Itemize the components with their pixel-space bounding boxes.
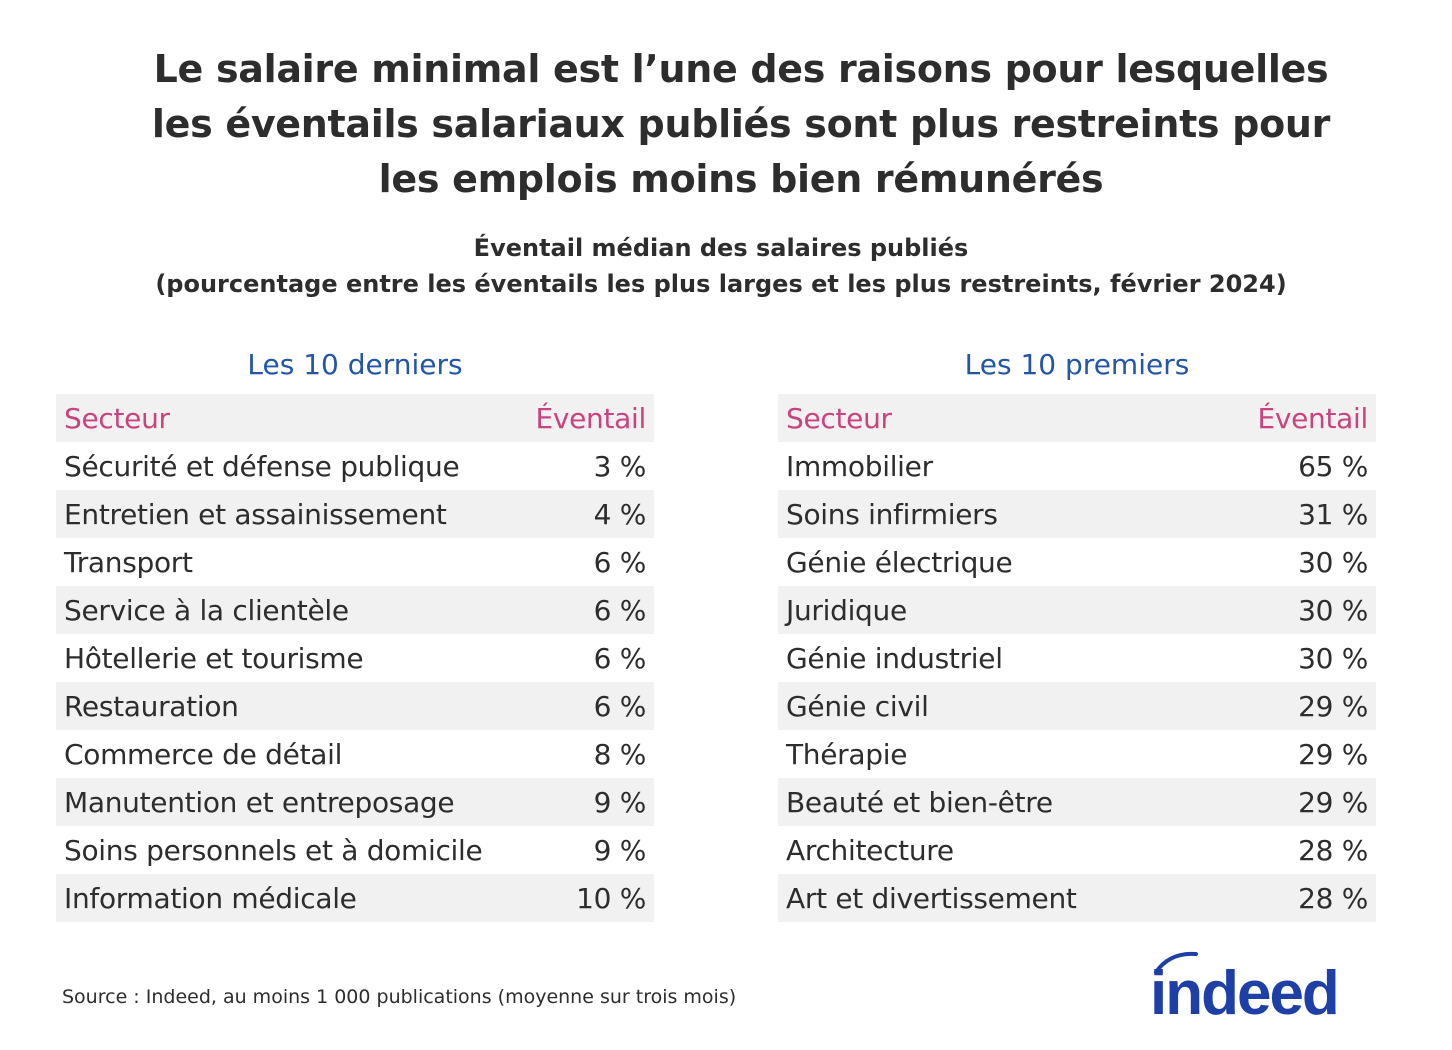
sector-cell: Manutention et entreposage [64, 785, 455, 819]
table-row: Génie civil 29 % [778, 682, 1376, 730]
table-row: Soins infirmiers 31 % [778, 490, 1376, 538]
title-line: Le salaire minimal est l’une des raisons… [153, 47, 1329, 91]
table-row: Restauration 6 % [56, 682, 654, 730]
sector-cell: Commerce de détail [64, 737, 343, 771]
sector-cell: Service à la clientèle [64, 593, 349, 627]
indeed-logo: indeed [1150, 948, 1380, 1028]
sector-cell: Génie civil [786, 689, 929, 723]
range-cell: 6 % [593, 593, 647, 627]
range-cell: 6 % [593, 641, 647, 675]
source-note: Source : Indeed, au moins 1 000 publicat… [62, 986, 737, 1008]
table-header-row: Secteur Éventail [778, 394, 1376, 442]
svg-text:indeed: indeed [1150, 959, 1338, 1020]
range-cell: 65 % [1298, 449, 1368, 483]
sector-cell: Immobilier [786, 449, 933, 483]
sector-cell: Génie électrique [786, 545, 1013, 579]
column-header-range: Éventail [1257, 401, 1368, 435]
column-header-range: Éventail [535, 401, 646, 435]
table-row: Thérapie 29 % [778, 730, 1376, 778]
range-cell: 29 % [1298, 689, 1368, 723]
sector-cell: Beauté et bien-être [786, 785, 1053, 819]
table-row: Soins personnels et à domicile 9 % [56, 826, 654, 874]
table-row: Transport 6 % [56, 538, 654, 586]
range-cell: 28 % [1298, 881, 1368, 915]
column-header-sector: Secteur [64, 401, 170, 435]
range-cell: 28 % [1298, 833, 1368, 867]
table-row: Hôtellerie et tourisme 6 % [56, 634, 654, 682]
range-cell: 29 % [1298, 737, 1368, 771]
range-cell: 31 % [1298, 497, 1368, 531]
range-cell: 30 % [1298, 545, 1368, 579]
table-row: Manutention et entreposage 9 % [56, 778, 654, 826]
sector-cell: Thérapie [786, 737, 908, 771]
top-10-table: Secteur Éventail Immobilier 65 % Soins infir… [778, 394, 1376, 922]
subtitle-line: (pourcentage entre les éventails les plu… [155, 270, 1287, 298]
indeed-logo-icon: indeed [1150, 951, 1340, 1028]
table-row: Information médicale 10 % [56, 874, 654, 922]
range-cell: 3 % [593, 449, 647, 483]
column-header-sector: Secteur [786, 401, 892, 435]
chart-title: Le salaire minimal est l’une des raisons… [60, 42, 1422, 207]
table-row: Juridique 30 % [778, 586, 1376, 634]
sector-cell: Soins infirmiers [786, 497, 998, 531]
range-cell: 6 % [593, 545, 647, 579]
sector-cell: Art et divertissement [786, 881, 1077, 915]
sector-cell: Information médicale [64, 881, 357, 915]
table-row: Art et divertissement 28 % [778, 874, 1376, 922]
range-cell: 30 % [1298, 593, 1368, 627]
table-row: Beauté et bien-être 29 % [778, 778, 1376, 826]
table-row: Architecture 28 % [778, 826, 1376, 874]
left-table-title: Les 10 derniers [247, 348, 463, 381]
sector-cell: Architecture [786, 833, 954, 867]
sector-cell: Juridique [786, 593, 907, 627]
sector-cell: Hôtellerie et tourisme [64, 641, 364, 675]
table-row: Service à la clientèle 6 % [56, 586, 654, 634]
title-line: les emplois moins bien rémunérés [378, 157, 1104, 201]
table-row: Entretien et assainissement 4 % [56, 490, 654, 538]
range-cell: 4 % [593, 497, 647, 531]
sector-cell: Génie industriel [786, 641, 1003, 675]
range-cell: 6 % [593, 689, 647, 723]
range-cell: 9 % [593, 785, 647, 819]
chart-subtitle: Éventail médian des salaires publiés (po… [20, 230, 1422, 302]
sector-cell: Sécurité et défense publique [64, 449, 460, 483]
subtitle-line: Éventail médian des salaires publiés [473, 234, 969, 262]
table-row: Commerce de détail 8 % [56, 730, 654, 778]
range-cell: 30 % [1298, 641, 1368, 675]
table-header-row: Secteur Éventail [56, 394, 654, 442]
range-cell: 29 % [1298, 785, 1368, 819]
table-row: Immobilier 65 % [778, 442, 1376, 490]
table-row: Sécurité et défense publique 3 % [56, 442, 654, 490]
bottom-10-table: Secteur Éventail Sécurité et défense publi… [56, 394, 654, 922]
sector-cell: Soins personnels et à domicile [64, 833, 483, 867]
right-table-title: Les 10 premiers [964, 348, 1190, 381]
range-cell: 9 % [593, 833, 647, 867]
sector-cell: Entretien et assainissement [64, 497, 447, 531]
range-cell: 8 % [593, 737, 647, 771]
range-cell: 10 % [576, 881, 646, 915]
title-line: les éventails salariaux publiés sont plu… [151, 102, 1331, 146]
table-row: Génie électrique 30 % [778, 538, 1376, 586]
sector-cell: Transport [64, 545, 193, 579]
sector-cell: Restauration [64, 689, 239, 723]
table-row: Génie industriel 30 % [778, 634, 1376, 682]
